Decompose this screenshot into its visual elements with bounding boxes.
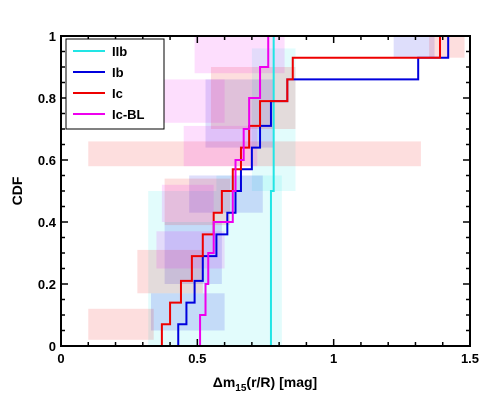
error-box-17 xyxy=(194,36,285,74)
error-box-0 xyxy=(148,191,217,346)
y-tick-label: 0.8 xyxy=(38,91,56,106)
error-box-5 xyxy=(189,175,263,213)
series-layer xyxy=(101,36,450,346)
y-tick-label: 1 xyxy=(49,29,56,44)
error-box-6 xyxy=(205,79,274,148)
series-line-ic-bl xyxy=(175,36,270,346)
legend-label-ic: Ic xyxy=(112,86,123,101)
y-axis-label: CDF xyxy=(9,176,25,205)
error-box-15 xyxy=(161,184,214,222)
series-line-iib xyxy=(216,36,275,346)
error-box-13 xyxy=(429,36,465,58)
x-tick-label: 1 xyxy=(330,351,337,366)
x-tick-label: 0.5 xyxy=(188,351,206,366)
error-box-7 xyxy=(393,36,435,58)
y-tick-label: 0.4 xyxy=(38,215,57,230)
series-line-ic xyxy=(101,36,449,346)
legend-label-ic-bl: Ic-BL xyxy=(112,107,145,122)
x-tick-label: 0 xyxy=(57,351,64,366)
y-tick-label: 0.6 xyxy=(38,153,56,168)
legend-label-ib: Ib xyxy=(112,65,124,80)
legend: IIb Ib Ic Ic-BL xyxy=(65,38,165,130)
tick-layer: 0 0.5 1 1.5 0 0.2 0.4 0.6 0.8 1 xyxy=(38,29,479,366)
error-box-16 xyxy=(183,125,258,167)
x-tick-label: 1.5 xyxy=(461,351,479,366)
legend-label-iib: IIb xyxy=(112,44,127,59)
error-box-10 xyxy=(164,178,231,226)
error-box-8 xyxy=(88,308,154,340)
x-axis-label: Δm15(r/R) [mag] xyxy=(213,374,317,394)
y-tick-label: 0.2 xyxy=(38,277,56,292)
error-box-11 xyxy=(88,141,421,167)
y-tick-label: 0 xyxy=(49,339,56,354)
